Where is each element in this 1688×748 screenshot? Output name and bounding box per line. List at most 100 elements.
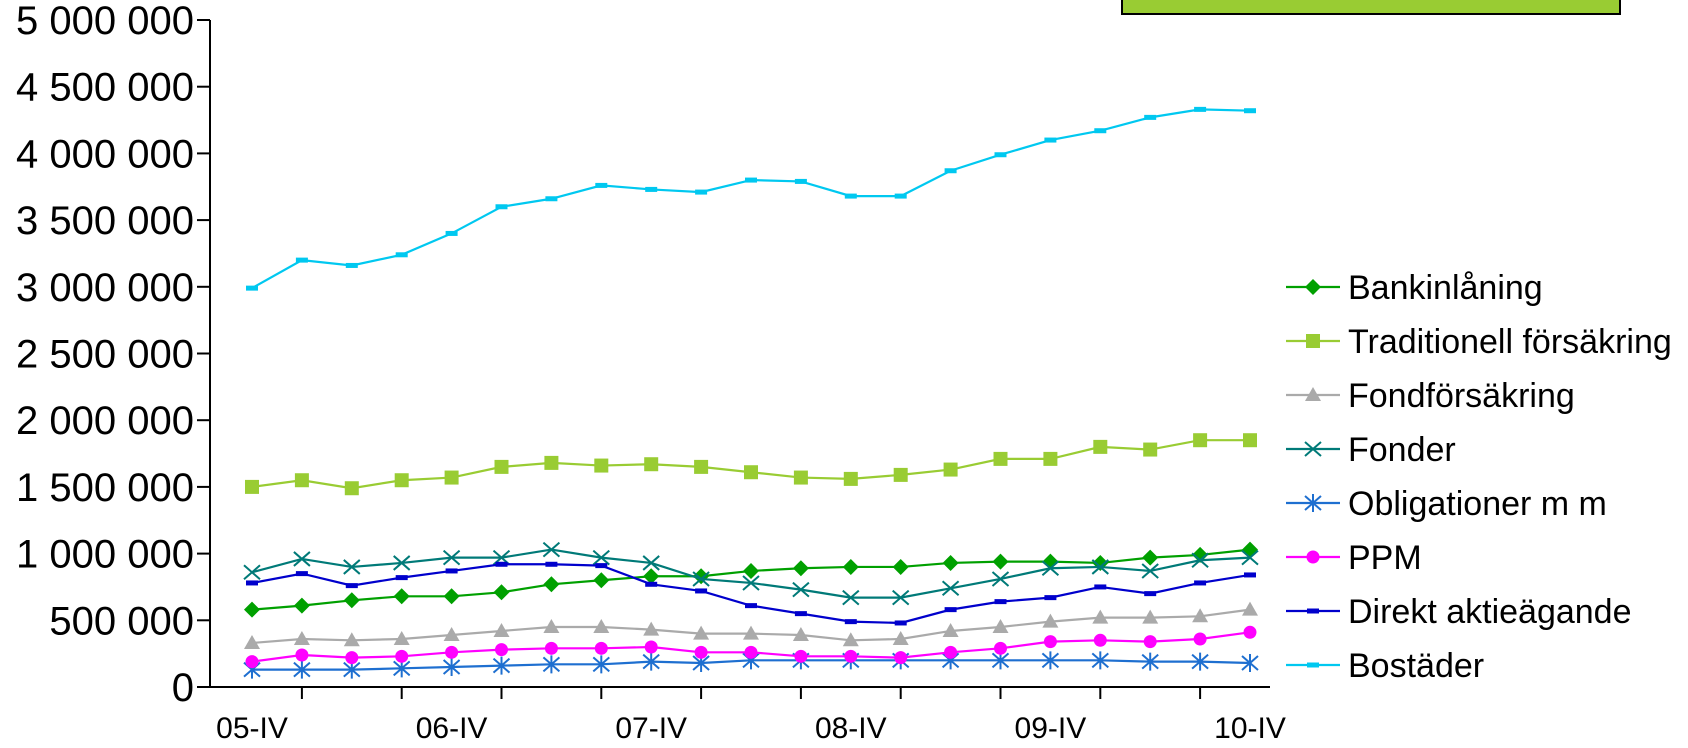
y-axis: 0 500 000 1 000 000 1 500 000 2 000 000 2 500…: [16, 0, 211, 710]
data-point-bankinlaning: [493, 584, 510, 601]
data-point-direkt-aktieagande: [395, 575, 408, 581]
legend-marker: [1306, 334, 1320, 348]
data-point-fonder: [293, 551, 311, 567]
y-tick-label: 3 500 000: [16, 199, 194, 243]
legend-marker: [1307, 608, 1319, 614]
data-point-fondforsakring: [543, 618, 560, 633]
legend-marker: [1305, 279, 1321, 295]
data-point-fonder: [1091, 559, 1109, 575]
data-point-bankinlaning: [293, 597, 310, 614]
legend-item-fondforsakring: Fondförsäkring: [1286, 377, 1575, 415]
data-point-ppm: [1143, 635, 1157, 649]
series-bankinlaning: [244, 541, 1258, 618]
x-tick-label: 08-IV: [815, 712, 887, 745]
data-point-direkt-aktieagande: [1044, 595, 1057, 601]
data-point-bostader: [645, 186, 658, 192]
data-point-traditionell-forsakring: [644, 457, 659, 472]
data-point-bostader: [695, 189, 708, 195]
data-point-ppm: [1243, 625, 1257, 639]
data-point-traditionell-forsakring: [294, 473, 309, 488]
data-point-bostader: [595, 182, 608, 188]
data-point-fondforsakring: [1142, 609, 1159, 624]
data-point-bostader: [994, 152, 1007, 158]
legend-label: Traditionell försäkring: [1348, 323, 1672, 361]
data-point-ppm: [694, 645, 708, 659]
data-point-traditionell-forsakring: [744, 465, 758, 480]
data-point-fonder: [442, 549, 461, 566]
data-point-ppm: [1043, 635, 1057, 649]
data-point-bankinlaning: [244, 601, 260, 618]
data-point-bankinlaning: [792, 560, 809, 577]
data-point-bostader: [345, 262, 358, 268]
series-fondforsakring: [244, 601, 1258, 649]
data-point-ppm: [844, 649, 858, 663]
data-point-fondforsakring: [693, 625, 710, 640]
data-point-ppm: [544, 641, 558, 655]
data-point-obligationer-m-m: [642, 652, 660, 671]
legend-label: Fonder: [1348, 431, 1456, 469]
data-point-direkt-aktieagande: [595, 563, 608, 569]
legend-item-traditionell-forsakring: Traditionell försäkring: [1286, 323, 1672, 361]
y-tick-label: 0: [172, 666, 194, 710]
y-tick-label: 4 500 000: [16, 66, 194, 110]
legend: Bankinlåning Traditionell försäkring Fondf…: [1286, 269, 1672, 685]
data-point-obligationer-m-m: [542, 655, 561, 674]
data-point-fondforsakring: [593, 618, 610, 633]
data-point-direkt-aktieagande: [695, 588, 708, 594]
x-tick-label: 10-IV: [1214, 712, 1286, 745]
data-point-direkt-aktieagande: [745, 603, 757, 609]
data-point-fondforsakring: [992, 618, 1009, 633]
data-point-obligationer-m-m: [1091, 651, 1109, 670]
data-point-ppm: [994, 641, 1007, 655]
legend-label: Obligationer m m: [1348, 485, 1607, 523]
data-point-traditionell-forsakring: [494, 459, 509, 474]
data-point-bankinlaning: [343, 592, 360, 609]
legend-item-bostader: Bostäder: [1286, 647, 1484, 685]
data-point-fondforsakring: [244, 634, 260, 649]
data-point-direkt-aktieagande: [1194, 580, 1207, 586]
data-point-fondforsakring: [942, 622, 959, 637]
data-point-traditionell-forsakring: [1243, 433, 1257, 448]
data-point-direkt-aktieagande: [545, 561, 558, 567]
data-point-fondforsakring: [343, 632, 360, 647]
legend-label: Fondförsäkring: [1348, 377, 1575, 415]
x-tick-label: 05-IV: [216, 712, 288, 745]
data-point-direkt-aktieagande: [1094, 584, 1107, 590]
data-point-ppm: [944, 645, 958, 659]
data-point-direkt-aktieagande: [1144, 591, 1157, 597]
data-point-traditionell-forsakring: [1093, 439, 1108, 454]
series-bostader: [246, 106, 1256, 291]
data-point-bostader: [1244, 108, 1256, 114]
data-point-traditionell-forsakring: [1143, 442, 1158, 457]
data-point-bostader: [944, 168, 957, 174]
data-point-direkt-aktieagande: [495, 561, 508, 567]
data-point-ppm: [894, 651, 908, 665]
data-point-ppm: [295, 648, 309, 662]
legend-item-ppm: PPM: [1286, 539, 1422, 577]
series-direkt-aktieagande: [246, 561, 1256, 626]
data-point-fondforsakring: [393, 630, 410, 645]
y-tick-label: 3 000 000: [16, 266, 194, 310]
data-point-traditionell-forsakring: [544, 455, 559, 470]
data-point-bankinlaning: [1142, 549, 1159, 566]
data-point-bankinlaning: [942, 554, 959, 571]
data-point-traditionell-forsakring: [793, 470, 808, 485]
data-point-fondforsakring: [842, 632, 859, 647]
data-point-ppm: [1193, 632, 1207, 646]
data-point-fondforsakring: [1042, 613, 1059, 628]
data-point-direkt-aktieagande: [1244, 572, 1256, 578]
data-point-traditionell-forsakring: [594, 458, 609, 473]
data-point-fonder: [742, 575, 760, 591]
data-point-ppm: [245, 655, 259, 669]
data-point-fonder: [393, 555, 411, 571]
data-point-bankinlaning: [992, 553, 1009, 570]
data-point-fondforsakring: [1242, 601, 1258, 616]
y-tick-label: 1 000 000: [16, 533, 194, 577]
data-point-traditionell-forsakring: [993, 451, 1008, 466]
data-point-fondforsakring: [493, 622, 510, 637]
legend-marker: [1304, 441, 1322, 457]
data-point-fondforsakring: [443, 626, 460, 641]
data-point-fondforsakring: [792, 626, 809, 641]
legend-label: Direkt aktieägande: [1348, 593, 1632, 631]
